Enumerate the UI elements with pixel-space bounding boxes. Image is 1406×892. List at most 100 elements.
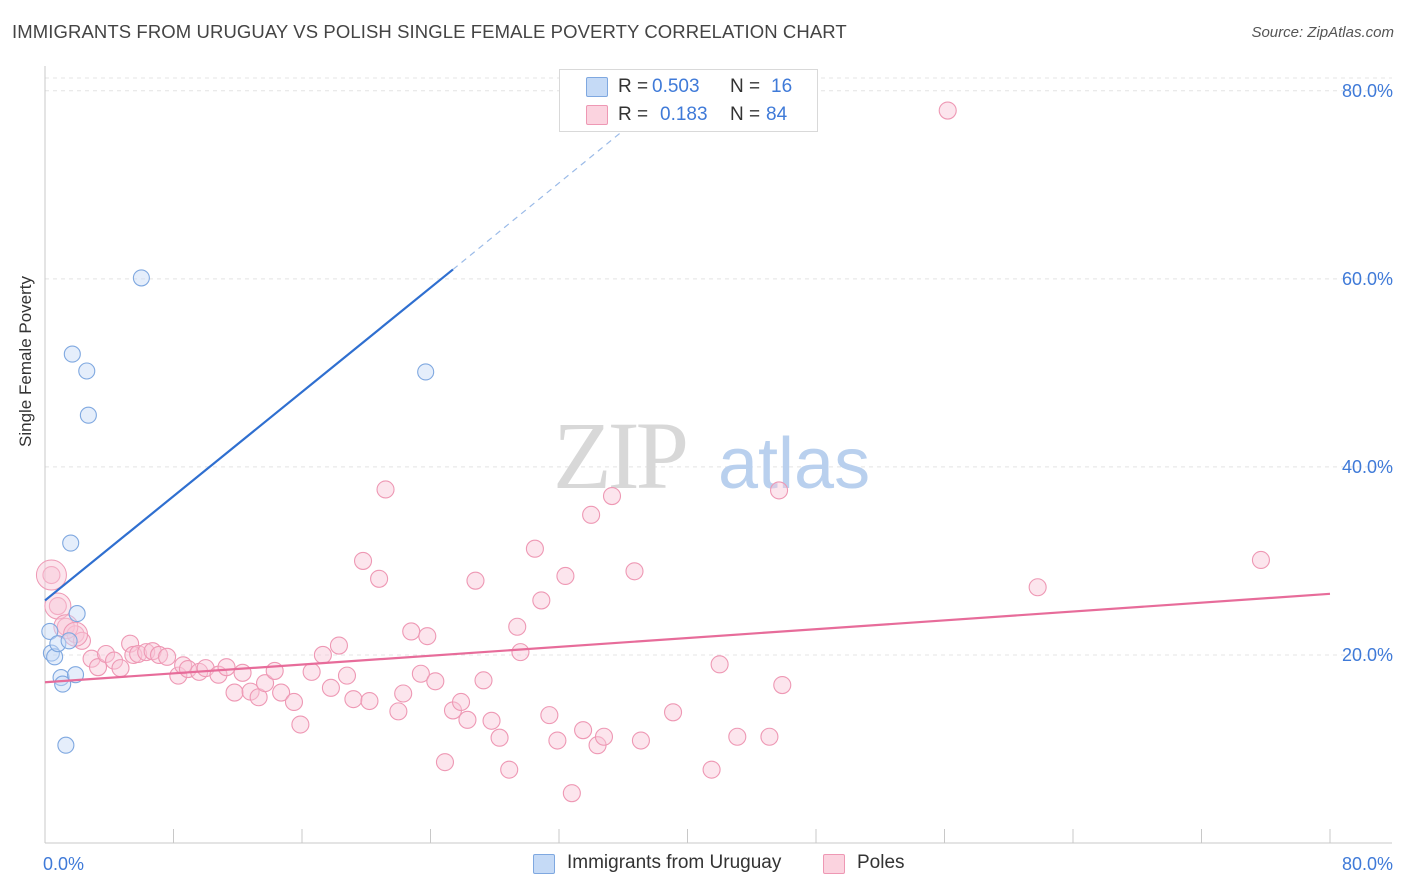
data-point — [482, 711, 501, 730]
data-point — [233, 663, 252, 682]
data-point — [435, 753, 455, 772]
axes — [44, 66, 1392, 844]
data-point — [344, 690, 363, 709]
data-point — [256, 674, 275, 693]
data-point — [68, 605, 86, 623]
data-point — [360, 691, 379, 711]
data-point — [313, 645, 332, 665]
y-tick-label: 40.0% — [1342, 457, 1393, 477]
data-point — [582, 505, 601, 524]
data-point — [132, 269, 150, 287]
data-point — [302, 662, 321, 681]
source-label: Source: ZipAtlas.com — [1251, 24, 1394, 41]
bottom-legend-label-poles: Poles — [857, 852, 905, 873]
data-point — [402, 622, 421, 641]
legend-r-value: 0.503 — [652, 76, 700, 97]
data-point — [426, 672, 445, 691]
data-point — [451, 692, 471, 712]
poles-points — [35, 101, 1270, 803]
data-point — [417, 363, 435, 381]
legend-n-value: 84 — [766, 104, 788, 125]
legend-r-value: 0.183 — [660, 104, 708, 125]
trend-lines — [44, 102, 1331, 684]
data-point — [42, 565, 61, 585]
data-point-large — [44, 592, 72, 620]
data-point — [72, 631, 91, 650]
watermark-atlas: atlas — [718, 424, 870, 504]
data-point — [474, 671, 493, 690]
data-point-large — [35, 559, 67, 591]
data-point — [49, 635, 67, 653]
tick-labels: 20.0% 40.0% 60.0% 80.0% 0.0% 80.0% — [43, 81, 1393, 874]
gridlines — [45, 77, 1392, 656]
data-point — [540, 706, 559, 725]
data-point — [562, 784, 581, 803]
legend-n-label: N = — [730, 104, 761, 125]
legend-r-label: R = — [618, 76, 649, 97]
data-point — [574, 721, 593, 740]
data-point — [272, 683, 291, 702]
x-tick-label-min: 0.0% — [43, 854, 84, 874]
data-point — [60, 632, 78, 650]
data-point — [411, 664, 430, 683]
data-point — [508, 617, 527, 636]
data-point — [337, 666, 357, 685]
data-point — [760, 727, 779, 746]
legend-n-value: 16 — [771, 76, 793, 97]
data-point — [594, 727, 614, 746]
data-point — [663, 703, 683, 722]
data-point — [329, 636, 348, 655]
data-point — [394, 684, 413, 703]
data-point — [490, 728, 509, 747]
data-point — [770, 481, 789, 500]
trend-line-uruguay — [44, 268, 454, 602]
data-point — [1251, 550, 1270, 570]
data-point — [158, 647, 177, 666]
data-point — [111, 659, 130, 678]
data-point — [773, 675, 792, 695]
data-point — [466, 571, 485, 590]
data-point — [418, 627, 437, 646]
watermark-zip: ZIP — [553, 402, 686, 509]
legend-swatch-uruguay — [586, 77, 608, 97]
data-point — [66, 666, 85, 684]
data-point — [321, 678, 340, 697]
bottom-legend-swatch-uruguay — [533, 854, 555, 874]
data-point — [284, 692, 304, 712]
data-point — [556, 566, 575, 586]
data-point — [702, 760, 721, 779]
data-point — [78, 362, 96, 380]
legend-n-label: N = — [730, 76, 761, 97]
data-point — [105, 651, 124, 670]
data-point — [46, 648, 64, 666]
data-point — [631, 731, 650, 750]
data-point — [548, 731, 567, 750]
data-point — [63, 345, 81, 363]
data-point — [1028, 578, 1047, 597]
data-point — [291, 715, 310, 734]
y-tick-label: 20.0% — [1342, 645, 1393, 665]
data-point — [225, 683, 244, 702]
data-point — [41, 622, 59, 640]
data-point — [88, 658, 108, 677]
data-point — [938, 101, 957, 120]
data-point — [57, 736, 75, 754]
bottom-legend-swatch-poles — [823, 854, 845, 874]
data-point — [389, 702, 408, 721]
data-point — [48, 597, 67, 616]
y-axis-label: Single Female Poverty — [16, 275, 35, 447]
data-point — [62, 534, 80, 552]
data-point — [500, 760, 519, 779]
data-point — [169, 666, 188, 685]
correlation-legend: R = 0.503 N = 16 R = 0.183 N = 84 — [559, 69, 818, 132]
watermark: ZIP atlas — [553, 402, 870, 509]
data-point — [458, 710, 477, 729]
data-point — [79, 406, 97, 424]
data-point — [525, 539, 544, 558]
data-point — [625, 562, 644, 581]
legend-swatch-poles — [586, 105, 608, 125]
data-point — [710, 655, 729, 674]
chart-title: IMMIGRANTS FROM URUGUAY VS POLISH SINGLE… — [12, 21, 847, 42]
data-point — [353, 551, 373, 570]
